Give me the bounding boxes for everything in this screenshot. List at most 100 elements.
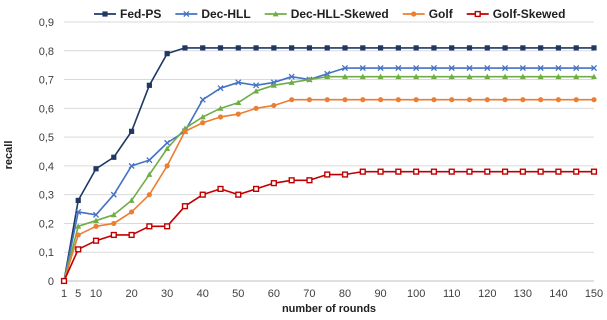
data-point [502, 45, 508, 51]
data-point [484, 45, 490, 51]
data-point [93, 217, 100, 223]
data-point [146, 223, 153, 230]
data-point [360, 97, 366, 103]
data-point [217, 114, 224, 120]
x-tick-label: 110 [443, 288, 461, 300]
data-point [430, 64, 437, 72]
data-point [306, 76, 313, 82]
x-tick-label: 1 [61, 288, 67, 300]
data-point [466, 45, 473, 51]
data-point [591, 45, 597, 51]
data-point [324, 73, 331, 80]
data-point [411, 11, 417, 17]
data-point [342, 97, 348, 103]
data-point [573, 73, 580, 80]
data-point [520, 45, 526, 51]
data-point [128, 209, 135, 215]
data-point [164, 51, 170, 57]
data-point [359, 73, 366, 80]
series-golf-skewed [60, 168, 598, 285]
data-point [128, 231, 135, 239]
data-point [164, 223, 171, 230]
data-point [519, 64, 526, 72]
data-point [377, 64, 384, 72]
data-point [235, 191, 242, 198]
data-point [413, 45, 419, 51]
data-point [501, 168, 509, 175]
data-point [502, 73, 509, 80]
x-tick-label: 10 [90, 288, 102, 300]
series-fed-ps [61, 45, 597, 284]
data-point [537, 64, 544, 72]
data-point [431, 45, 437, 51]
data-point [430, 168, 438, 175]
data-point [466, 97, 473, 103]
x-tick-label: 130 [514, 288, 532, 300]
y-tick-label: 0,3 [39, 190, 54, 202]
data-point [466, 64, 473, 72]
y-tick-label: 0,5 [39, 132, 54, 144]
data-point [573, 97, 579, 103]
data-point [413, 73, 420, 80]
data-point [555, 97, 562, 103]
data-point [253, 105, 259, 111]
data-point [555, 73, 562, 80]
data-point [484, 73, 491, 80]
data-point [181, 203, 189, 210]
data-point [448, 64, 455, 72]
legend-item: Dec-HLL-Skewed [264, 7, 389, 21]
data-point [324, 45, 330, 51]
legend-label: Golf-Skewed [493, 7, 566, 21]
data-point [537, 168, 544, 175]
data-point [306, 45, 313, 51]
data-point [252, 185, 260, 193]
data-point [341, 64, 349, 72]
series-line [63, 47, 594, 282]
data-point [395, 45, 401, 51]
data-point [591, 73, 597, 80]
data-point [431, 97, 437, 103]
data-point [217, 85, 224, 92]
legend-label: Dec-HLL-Skewed [291, 7, 389, 21]
data-point [413, 168, 420, 175]
data-point [235, 45, 241, 51]
data-point [448, 73, 455, 80]
x-tick-label: 30 [161, 288, 173, 300]
y-tick-label: 0,9 [39, 17, 54, 29]
data-point [484, 168, 491, 175]
data-point [573, 45, 579, 51]
data-point [537, 73, 544, 80]
data-point [591, 97, 597, 103]
series-line [63, 170, 594, 282]
data-point [199, 96, 206, 103]
data-point [519, 73, 526, 80]
data-point [395, 168, 402, 175]
data-point [164, 163, 170, 169]
data-point [555, 168, 562, 175]
x-tick-label: 50 [232, 288, 244, 300]
data-point [217, 45, 224, 51]
legend-item: Golf [402, 7, 454, 21]
data-point [270, 82, 277, 88]
data-point [395, 64, 402, 72]
data-point [484, 64, 491, 72]
data-point [590, 64, 598, 72]
data-point [590, 168, 598, 175]
data-point [146, 192, 152, 198]
x-tick-label: 20 [125, 288, 137, 300]
data-point [342, 45, 348, 51]
data-point [538, 45, 544, 51]
data-point [359, 64, 366, 72]
data-point [519, 168, 526, 175]
data-point [235, 111, 241, 117]
data-point [413, 97, 419, 103]
data-point [288, 177, 295, 184]
y-axis-title: recall [3, 141, 15, 170]
data-point [288, 73, 295, 80]
data-point [110, 231, 117, 239]
data-point [146, 157, 153, 164]
data-point [270, 180, 277, 187]
data-point [60, 277, 68, 285]
data-point [111, 154, 117, 160]
x-tick-label: 5 [75, 288, 81, 300]
